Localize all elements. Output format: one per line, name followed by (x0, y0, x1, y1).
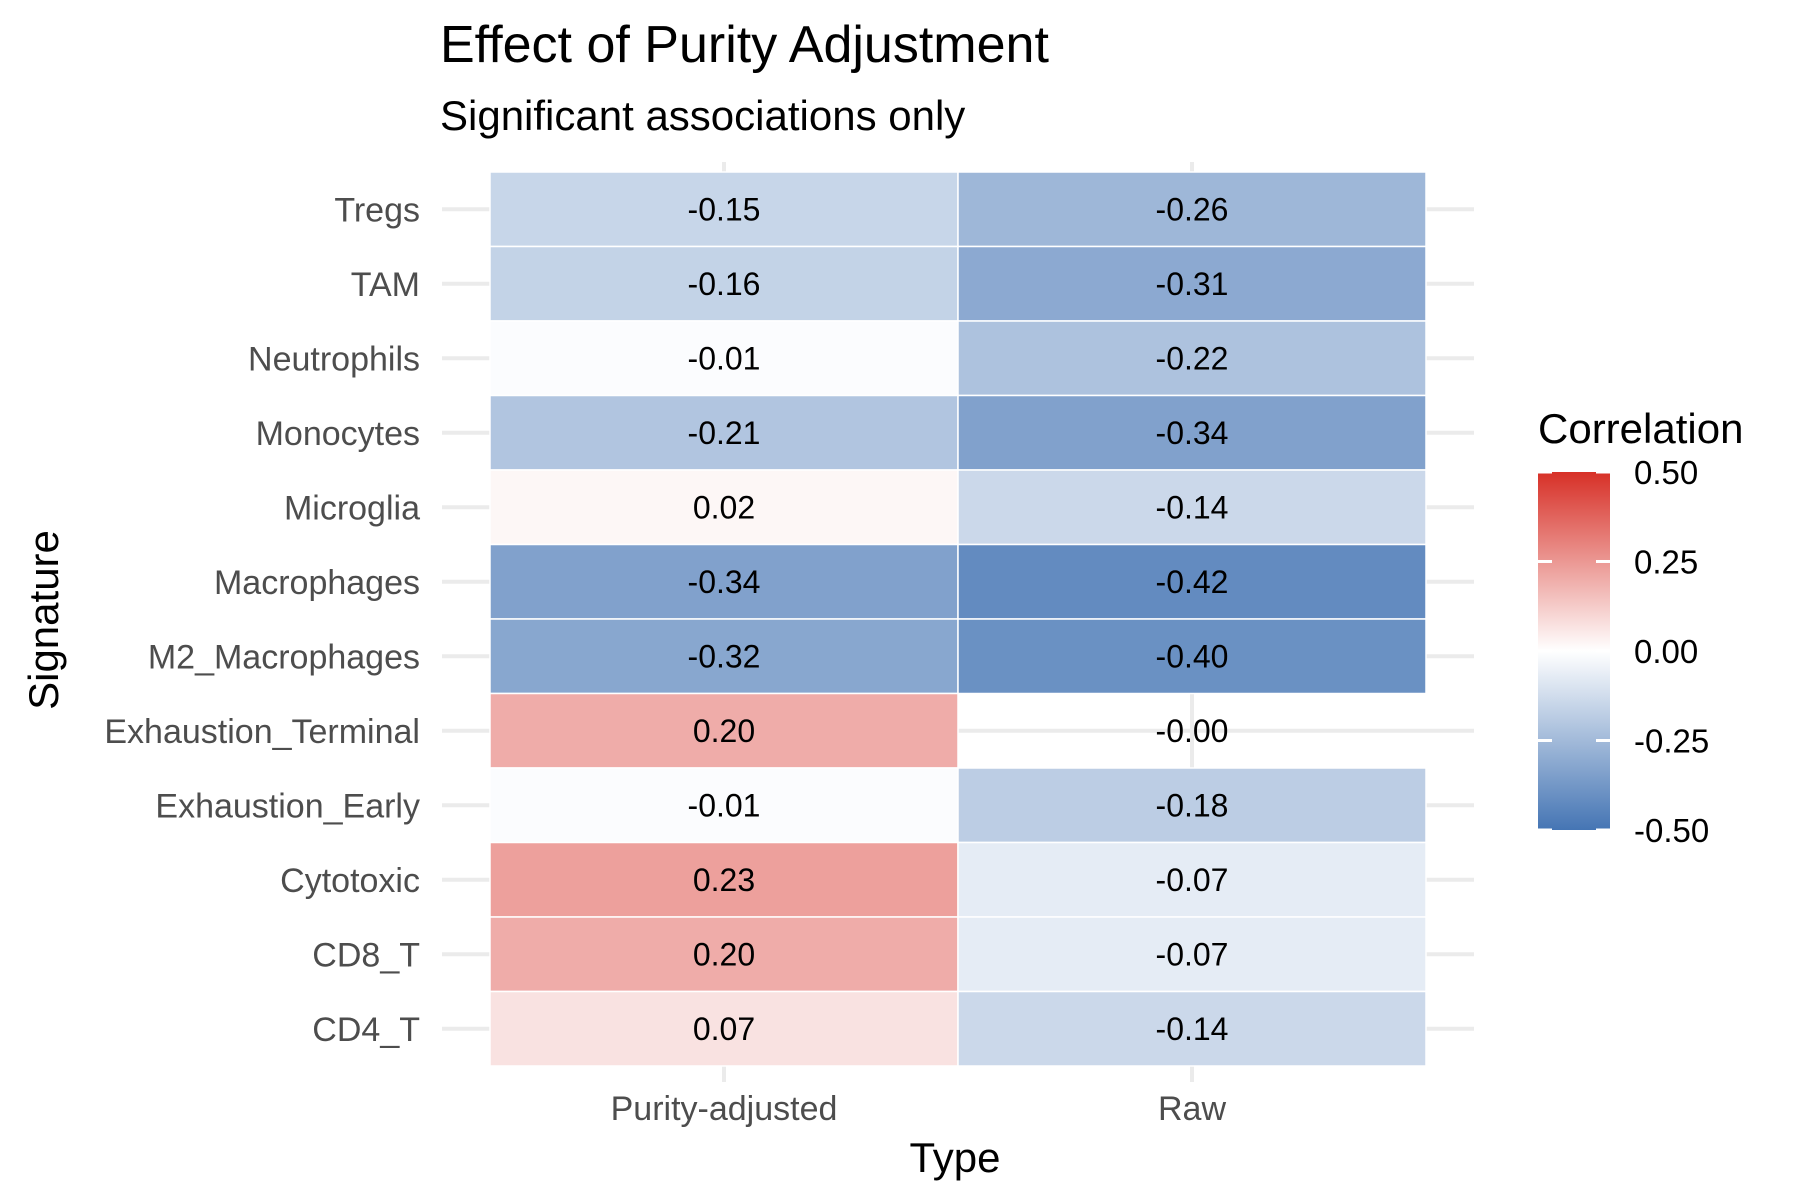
heatmap-cell (957, 990, 1427, 1067)
y-axis-title: Signature (20, 530, 67, 710)
cell-value-label: -0.01 (688, 340, 761, 376)
heatmap-cell (489, 394, 959, 471)
heatmap-cell (489, 692, 959, 769)
heatmap-cell (489, 320, 959, 397)
cell-value-label: -0.42 (1156, 564, 1229, 600)
heatmap-cell (489, 767, 959, 844)
heatmap-cell (489, 916, 959, 993)
x-tick-label: Raw (1158, 1090, 1226, 1128)
cell-labels: -0.15 -0.26 -0.16 -0.31 -0.01 -0.22 -0.21 -0.34… (688, 191, 1229, 1047)
cell-value-label: -0.34 (688, 564, 761, 600)
legend-ticks: 0.50 0.25 0.00 -0.25 -0.50 (1538, 454, 1709, 849)
cell-value-label: -0.22 (1156, 340, 1229, 376)
cell-value-label: 0.23 (693, 862, 755, 898)
cell-value-label: -0.07 (1156, 936, 1229, 972)
heatmap-cell (489, 469, 959, 546)
heatmap-cell (957, 618, 1427, 695)
cell-value-label: -0.18 (1156, 787, 1229, 823)
heatmap-cell (957, 171, 1427, 248)
cell-value-label: -0.31 (1156, 266, 1229, 302)
cell-value-label: -0.34 (1156, 415, 1229, 451)
x-tick-label: Purity-adjusted (611, 1090, 838, 1128)
heatmap-cell (957, 245, 1427, 322)
cell-value-label: -0.16 (688, 266, 761, 302)
heatmap-cell (489, 543, 959, 620)
y-tick-label: Neutrophils (248, 340, 420, 378)
legend-break-label: 0.00 (1634, 633, 1698, 670)
y-tick-label: TAM (351, 266, 420, 304)
heatmap-cell (957, 916, 1427, 993)
heatmap-cell (957, 394, 1427, 471)
cell-value-label: -0.07 (1156, 862, 1229, 898)
x-axis-ticks: Purity-adjusted Raw (611, 1090, 1227, 1128)
y-tick-label: M2_Macrophages (148, 638, 420, 676)
y-tick-label: Tregs (334, 191, 420, 229)
cell-value-label: -0.14 (1156, 1011, 1229, 1047)
legend-break-label: 0.50 (1634, 454, 1698, 491)
y-tick-label: Exhaustion_Terminal (104, 713, 420, 751)
heatmap-cell (957, 543, 1427, 620)
heatmap-cell (489, 245, 959, 322)
cell-value-label: -0.26 (1156, 191, 1229, 227)
cell-value-label: 0.20 (693, 713, 755, 749)
cell-value-label: -0.00 (1156, 713, 1229, 749)
cell-value-label: -0.15 (688, 191, 761, 227)
y-axis-ticks: Tregs TAM Neutrophils Monocytes Microglia Mac… (104, 191, 420, 1049)
legend-break-label: 0.25 (1634, 544, 1698, 581)
legend: Correlation 0.50 0.25 0.00 -0.25 -0.50 (1538, 405, 1743, 849)
cell-value-label: 0.02 (693, 489, 755, 525)
heatmap-cells (489, 171, 1427, 1067)
chart-title: Effect of Purity Adjustment (440, 16, 1049, 74)
y-tick-label: Microglia (284, 489, 420, 527)
legend-break-label: -0.25 (1634, 723, 1709, 760)
legend-title: Correlation (1538, 405, 1743, 452)
cell-value-label: -0.40 (1156, 638, 1229, 674)
heatmap-cell (957, 841, 1427, 918)
y-tick-label: CD4_T (312, 1011, 420, 1049)
y-tick-label: CD8_T (312, 936, 420, 974)
y-tick-label: Monocytes (256, 415, 420, 453)
heatmap-cell (957, 469, 1427, 546)
cell-value-label: -0.32 (688, 638, 761, 674)
cell-value-label: 0.20 (693, 936, 755, 972)
y-tick-label: Macrophages (214, 564, 420, 602)
heatmap-cell (489, 990, 959, 1067)
y-tick-label: Exhaustion_Early (155, 787, 420, 825)
legend-break-label: -0.50 (1634, 812, 1709, 849)
chart-subtitle: Significant associations only (440, 92, 965, 139)
cell-value-label: 0.07 (693, 1011, 755, 1047)
y-tick-label: Cytotoxic (280, 862, 420, 900)
cell-value-label: -0.21 (688, 415, 761, 451)
heatmap-cell (957, 320, 1427, 397)
cell-value-label: -0.01 (688, 787, 761, 823)
cell-value-label: -0.14 (1156, 489, 1229, 525)
x-axis-title: Type (909, 1134, 1000, 1181)
